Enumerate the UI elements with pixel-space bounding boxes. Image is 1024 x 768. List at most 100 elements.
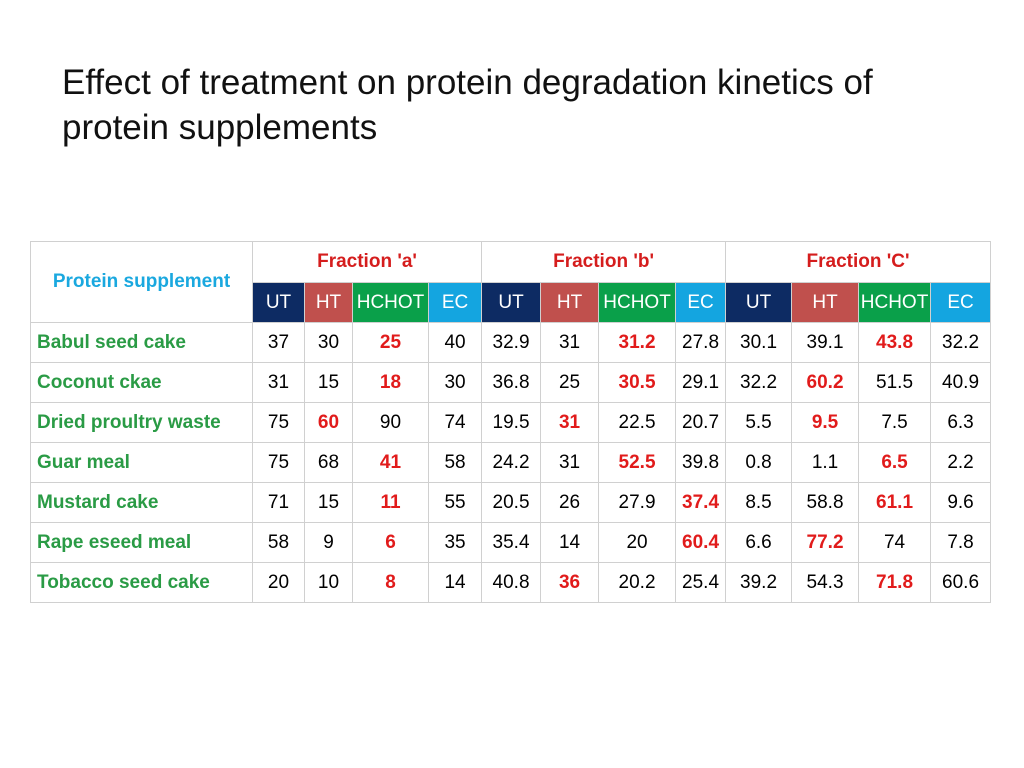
- highlighted-value-cell: 31.2: [598, 322, 677, 363]
- value-cell: 30.1: [725, 322, 793, 363]
- supplement-name: Rape eseed meal: [30, 522, 253, 563]
- value-cell: 9.6: [930, 482, 992, 523]
- value-cell: 39.8: [675, 442, 727, 483]
- highlighted-value-cell: 77.2: [791, 522, 860, 563]
- value-cell: 40.8: [481, 562, 542, 603]
- value-cell: 31: [252, 362, 305, 403]
- value-cell: 8.5: [725, 482, 793, 523]
- fraction-b-header: Fraction 'b': [481, 241, 727, 283]
- treatment-header-ut-fraction-a: UT: [252, 282, 305, 323]
- value-cell: 30: [427, 362, 483, 403]
- value-cell: 20.7: [675, 402, 727, 443]
- fraction-c-header: Fraction 'C': [725, 241, 992, 283]
- supplement-name: Guar meal: [30, 442, 253, 483]
- highlighted-value-cell: 25: [352, 322, 429, 363]
- highlighted-value-cell: 52.5: [598, 442, 677, 483]
- value-cell: 20: [252, 562, 305, 603]
- table-row: Tobacco seed cake 20 10 8 14 40.8 36 20.2 25.4 39…: [30, 562, 992, 603]
- value-cell: 39.2: [725, 562, 793, 603]
- fraction-header-row: Protein supplement Fraction 'a' Fraction…: [30, 241, 992, 323]
- highlighted-value-cell: 43.8: [858, 322, 932, 363]
- value-cell: 32.2: [725, 362, 793, 403]
- value-cell: 19.5: [481, 402, 542, 443]
- highlighted-value-cell: 60.4: [675, 522, 727, 563]
- highlighted-value-cell: 9.5: [791, 402, 860, 443]
- value-cell: 37: [252, 322, 305, 363]
- highlighted-value-cell: 6.5: [858, 442, 932, 483]
- value-cell: 58: [427, 442, 483, 483]
- value-cell: 14: [540, 522, 600, 563]
- value-cell: 6.6: [725, 522, 793, 563]
- value-cell: 7.8: [930, 522, 992, 563]
- highlighted-value-cell: 6: [352, 522, 429, 563]
- value-cell: 75: [252, 442, 305, 483]
- table-row: Coconut ckae 31 15 18 30 36.8 25 30.5 29.1 32.2 60…: [30, 362, 992, 403]
- slide-title: Effect of treatment on protein degradati…: [62, 63, 873, 147]
- value-cell: 90: [352, 402, 429, 443]
- table-row: Babul seed cake 37 30 25 40 32.9 31 31.2 27.8 30.…: [30, 322, 992, 363]
- treatment-header-ht-fraction-a: HT: [304, 282, 353, 323]
- highlighted-value-cell: 8: [352, 562, 429, 603]
- highlighted-value-cell: 71.8: [858, 562, 932, 603]
- supplement-name: Coconut ckae: [30, 362, 253, 403]
- value-cell: 32.2: [930, 322, 992, 363]
- table-body: Babul seed cake 37 30 25 40 32.9 31 31.2 27.8 30.…: [30, 322, 992, 603]
- highlighted-value-cell: 41: [352, 442, 429, 483]
- table-row: Mustard cake 71 15 11 55 20.5 26 27.9 37.4 8.5 58.…: [30, 482, 992, 523]
- supplement-name: Tobacco seed cake: [30, 562, 253, 603]
- value-cell: 74: [858, 522, 932, 563]
- value-cell: 35.4: [481, 522, 542, 563]
- highlighted-value-cell: 11: [352, 482, 429, 523]
- treatment-header-ec-fraction-a: EC: [427, 282, 483, 323]
- value-cell: 68: [304, 442, 353, 483]
- treatment-header-hchot-fraction-a: HCHOT: [352, 282, 429, 323]
- value-cell: 55: [427, 482, 483, 523]
- value-cell: 24.2: [481, 442, 542, 483]
- value-cell: 60.6: [930, 562, 992, 603]
- value-cell: 20: [598, 522, 677, 563]
- highlighted-value-cell: 60.2: [791, 362, 860, 403]
- highlighted-value-cell: 30.5: [598, 362, 677, 403]
- value-cell: 20.5: [481, 482, 542, 523]
- value-cell: 6.3: [930, 402, 992, 443]
- value-cell: 20.2: [598, 562, 677, 603]
- treatment-header-hchot-fraction-b: HCHOT: [598, 282, 677, 323]
- treatment-header-ec-fraction-c: EC: [930, 282, 992, 323]
- value-cell: 40.9: [930, 362, 992, 403]
- value-cell: 58: [252, 522, 305, 563]
- value-cell: 0.8: [725, 442, 793, 483]
- value-cell: 31: [540, 322, 600, 363]
- treatment-header-ec-fraction-b: EC: [675, 282, 727, 323]
- value-cell: 30: [304, 322, 353, 363]
- value-cell: 40: [427, 322, 483, 363]
- value-cell: 2.2: [930, 442, 992, 483]
- table-row: Dried proultry waste 75 60 90 74 19.5 31 22.5 20…: [30, 402, 992, 443]
- highlighted-value-cell: 31: [540, 402, 600, 443]
- highlighted-value-cell: 60: [304, 402, 353, 443]
- supplement-name: Mustard cake: [30, 482, 253, 523]
- value-cell: 14: [427, 562, 483, 603]
- value-cell: 54.3: [791, 562, 860, 603]
- fraction-a-header: Fraction 'a': [251, 241, 483, 283]
- value-cell: 9: [304, 522, 353, 563]
- value-cell: 74: [427, 402, 483, 443]
- degradation-table: Protein supplement Fraction 'a' Fraction…: [30, 241, 992, 603]
- treatment-header-ht-fraction-c: HT: [791, 282, 860, 323]
- supplement-name: Dried proultry waste: [30, 402, 253, 443]
- value-cell: 26: [540, 482, 600, 523]
- treatment-header-hchot-fraction-c: HCHOT: [858, 282, 932, 323]
- value-cell: 15: [304, 482, 353, 523]
- treatment-header-ut-fraction-b: UT: [481, 282, 542, 323]
- value-cell: 1.1: [791, 442, 860, 483]
- treatment-header-row: UT HT HCHOT EC UT HT HCHOT EC UT HT HCHOT EC: [31, 282, 992, 323]
- highlighted-value-cell: 61.1: [858, 482, 932, 523]
- value-cell: 5.5: [725, 402, 793, 443]
- highlighted-value-cell: 18: [352, 362, 429, 403]
- treatment-header-ut-fraction-c: UT: [725, 282, 793, 323]
- value-cell: 35: [427, 522, 483, 563]
- value-cell: 27.9: [598, 482, 677, 523]
- value-cell: 25.4: [675, 562, 727, 603]
- value-cell: 31: [540, 442, 600, 483]
- value-cell: 36.8: [481, 362, 542, 403]
- value-cell: 58.8: [791, 482, 860, 523]
